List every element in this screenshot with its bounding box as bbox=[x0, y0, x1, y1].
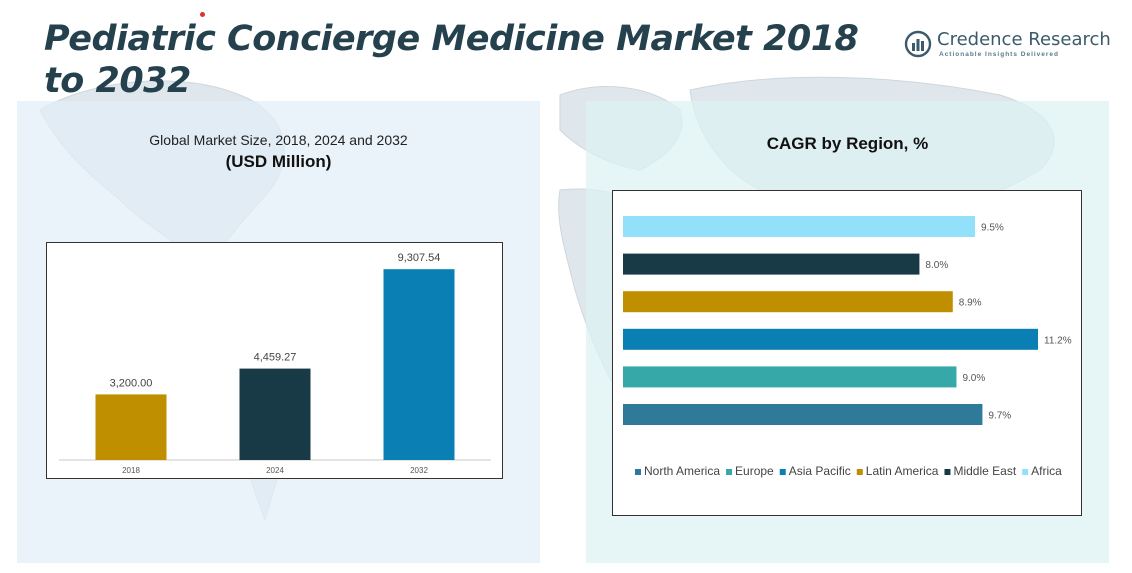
legend-swatch-europe bbox=[726, 469, 733, 475]
market-size-title: Global Market Size, 2018, 2024 and 2032 bbox=[149, 132, 408, 148]
market-size-unit: (USD Million) bbox=[225, 152, 332, 171]
legend-label-latin-america: Latin America bbox=[866, 464, 939, 478]
cagr-bar-asia-pacific bbox=[623, 328, 1038, 350]
cagr-bar-middle-east bbox=[623, 253, 920, 275]
legend-label-north-america: North America bbox=[644, 464, 720, 478]
legend-label-europe: Europe bbox=[735, 464, 774, 478]
market-size-bar-chart: 3,200.00 2018 4,459.27 2024 9,307.54 2032 bbox=[59, 252, 491, 475]
legend-label-africa: Africa bbox=[1031, 464, 1062, 478]
red-dot-decoration bbox=[200, 12, 205, 17]
cagr-chart-frame: 9.5% 8.0% 8.9% 11.2% 9.0% 9.7% North America Eu… bbox=[612, 190, 1082, 516]
cagr-bar-europe bbox=[623, 366, 957, 388]
market-size-value-label-2032: 9,307.54 bbox=[398, 252, 441, 264]
legend-swatch-middle-east bbox=[944, 469, 951, 475]
legend-swatch-asia-pacific bbox=[779, 469, 786, 475]
legend-label-middle-east: Middle East bbox=[953, 464, 1016, 478]
legend-label-asia-pacific: Asia Pacific bbox=[789, 464, 851, 478]
cagr-value-label-middle-east: 8.0% bbox=[925, 260, 948, 271]
cagr-value-label-asia-pacific: 11.2% bbox=[1044, 335, 1072, 346]
cagr-legend: North America Europe Asia Pacific Latin Ame… bbox=[635, 464, 1062, 478]
market-size-value-label-2018: 3,200.00 bbox=[110, 377, 153, 389]
cagr-value-label-africa: 9.5% bbox=[981, 223, 1004, 234]
page-title: Pediatric Concierge Medicine Market 2018… bbox=[44, 19, 859, 101]
cagr-bar-chart: 9.5% 8.0% 8.9% 11.2% 9.0% 9.7% North America Eu… bbox=[623, 216, 1072, 478]
cagr-bar-north-america bbox=[623, 404, 983, 425]
logo-tagline: Actionable Insights Delivered bbox=[939, 51, 1060, 58]
market-size-year-tick-2018: 2018 bbox=[122, 466, 140, 475]
cagr-title: CAGR by Region, % bbox=[766, 134, 929, 153]
cagr-bar-africa bbox=[623, 216, 976, 237]
market-size-chart-frame: 3,200.00 2018 4,459.27 2024 9,307.54 2032 bbox=[46, 242, 503, 479]
credence-research-logo: Credence Research Actionable Insights De… bbox=[904, 28, 1111, 62]
legend-swatch-africa bbox=[1022, 469, 1029, 475]
cagr-value-label-europe: 9.0% bbox=[962, 373, 985, 384]
market-size-value-label-2024: 4,459.27 bbox=[254, 352, 297, 364]
market-size-bar-2024 bbox=[239, 368, 311, 460]
logo-name: Credence Research bbox=[937, 29, 1111, 50]
market-size-year-tick-2024: 2024 bbox=[266, 466, 284, 475]
legend-swatch-north-america bbox=[635, 469, 641, 475]
legend-swatch-latin-america bbox=[856, 469, 863, 475]
cagr-value-label-latin-america: 8.9% bbox=[959, 298, 982, 309]
market-size-bar-2032 bbox=[383, 269, 455, 460]
market-size-year-tick-2032: 2032 bbox=[410, 466, 428, 475]
cagr-bar-latin-america bbox=[623, 291, 953, 313]
logo-icon bbox=[904, 30, 932, 58]
market-size-bar-2018 bbox=[95, 394, 167, 460]
cagr-value-label-north-america: 9.7% bbox=[988, 411, 1011, 422]
